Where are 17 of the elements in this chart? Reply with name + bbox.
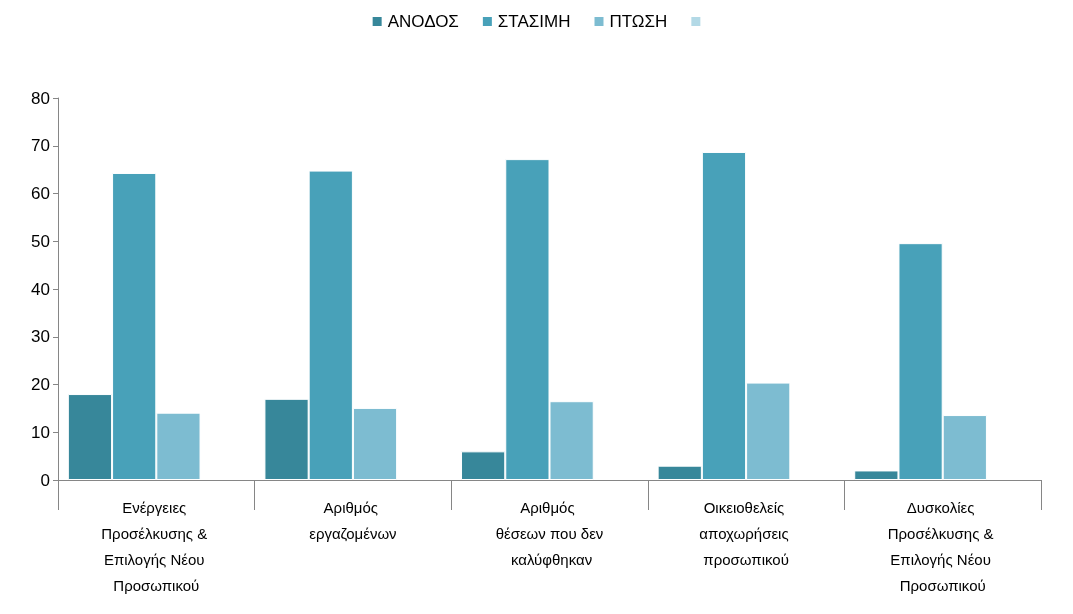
y-tick-label: 0 (40, 470, 50, 490)
y-tick-label: 10 (31, 422, 50, 442)
y-tick-label: 30 (31, 327, 50, 347)
legend-label: ΠΤΩΣΗ (609, 12, 668, 31)
y-tick-label: 60 (31, 184, 50, 203)
y-tick-label: 80 (31, 88, 50, 108)
y-tick-label: 40 (31, 279, 50, 299)
x-tick-label: Ενέργειες Προσέλκυσης & Επιλογής Νέου Προσωπικού (101, 498, 212, 594)
x-tick-label: Οικειοθελείς αποχωρήσεις προσωπικού (699, 498, 793, 568)
x-tick-label: Αριθμός εργαζομένων (309, 498, 397, 542)
legend-label: ΣΤΑΣΙΜΗ (497, 12, 571, 31)
y-tick-label: 20 (31, 375, 50, 394)
y-tick-label: 50 (31, 231, 50, 251)
x-tick-label: Αριθμός θέσεων που δεν καλύφθηκαν (495, 498, 604, 568)
y-tick-label: 70 (31, 136, 50, 156)
x-tick-label: Δυσκολίες Προσέλκυσης & Επιλογής Νέου Προσωπικού (887, 498, 998, 594)
legend-label: ΑΝΟΔΟΣ (387, 12, 459, 31)
